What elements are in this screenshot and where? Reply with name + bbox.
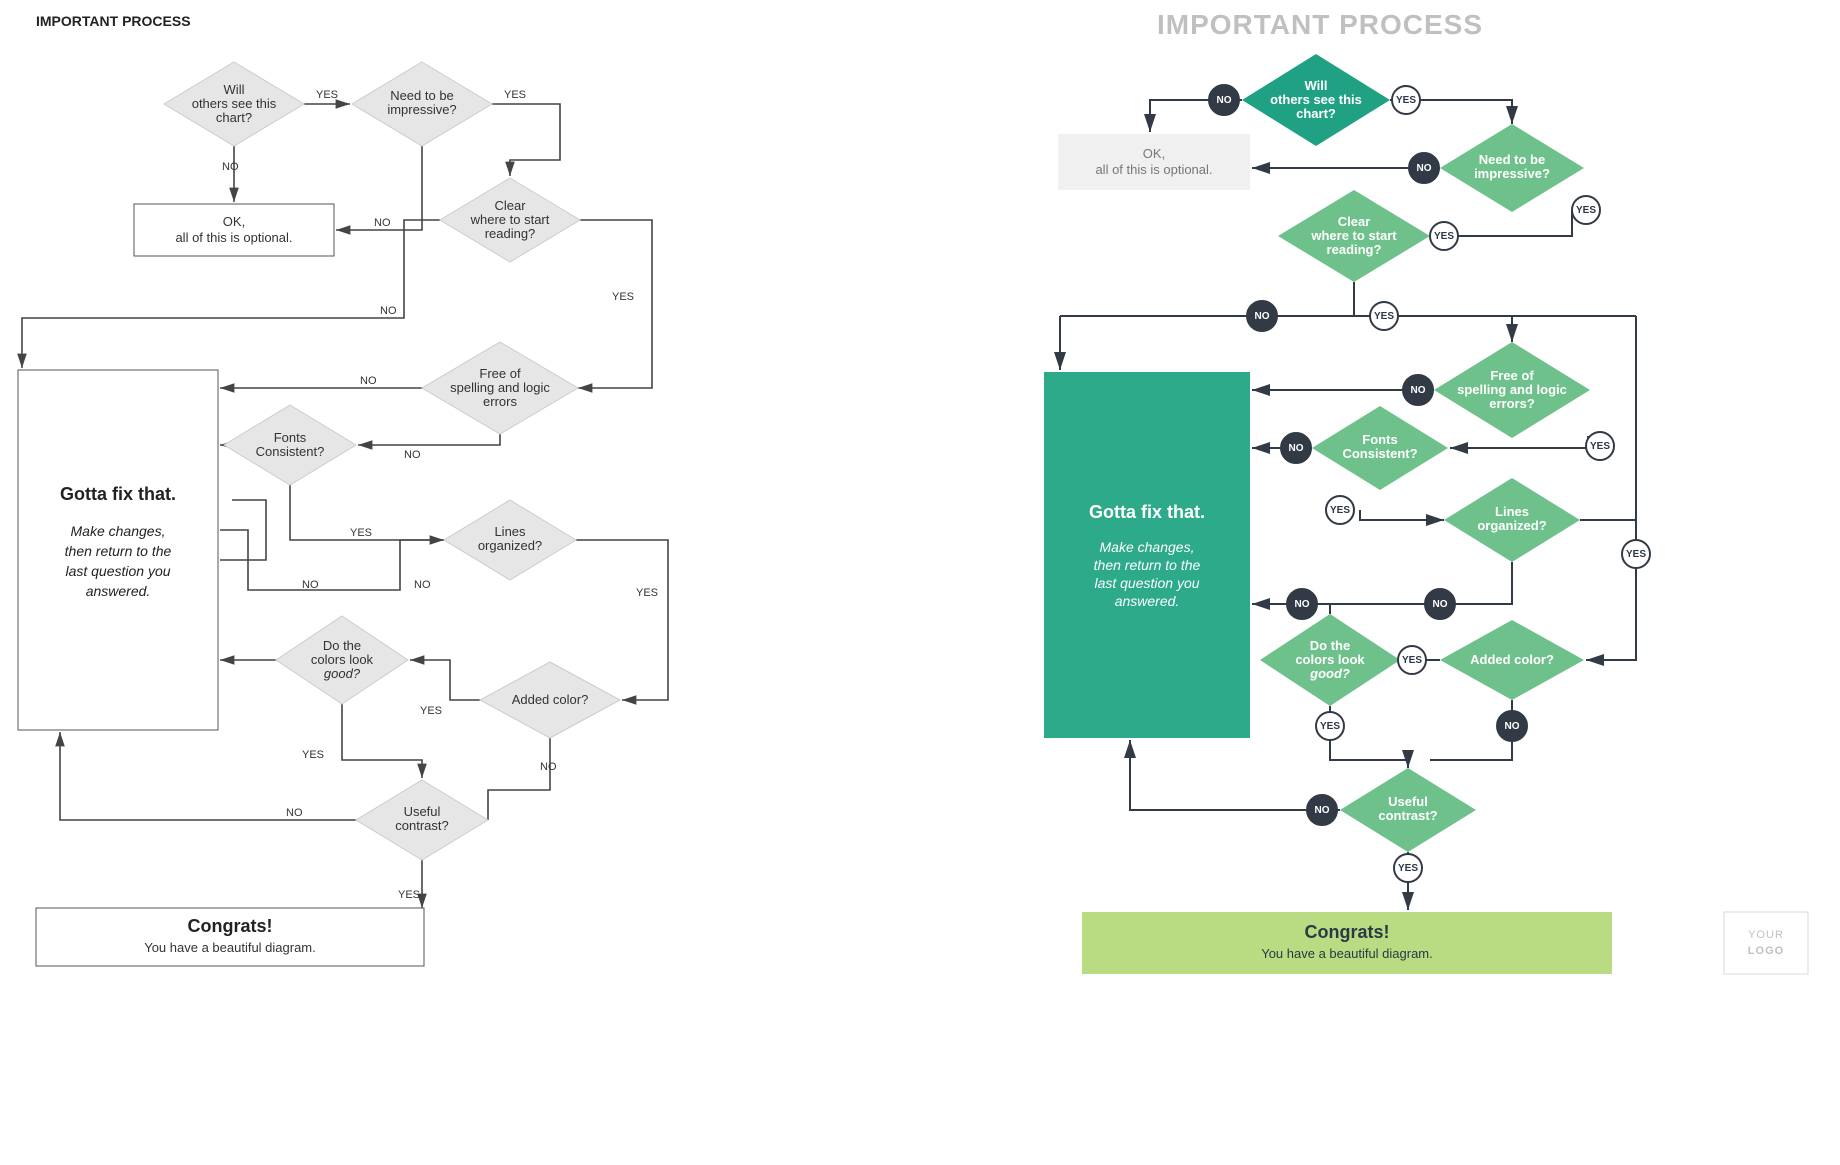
svg-text:YES: YES — [1626, 549, 1646, 560]
svg-text:YES: YES — [1576, 205, 1596, 216]
svg-text:Gotta fix that.: Gotta fix that. — [1089, 502, 1205, 522]
left-nodes: Willothers see thischart? Need to beimpr… — [18, 62, 620, 966]
left-flowchart: IMPORTANT PROCESS — [18, 13, 668, 966]
node-q6: Linesorganized? — [444, 500, 576, 580]
node-q7: Do thecolors lookgood? — [276, 616, 408, 704]
svg-text:Need to beimpressive?: Need to beimpressive? — [387, 88, 456, 117]
svg-text:YOUR: YOUR — [1748, 929, 1784, 941]
node-congrats: Congrats! You have a beautiful diagram. — [1082, 912, 1612, 974]
svg-text:NO: NO — [380, 305, 397, 317]
node-q3: Clearwhere to startreading? — [440, 178, 580, 262]
svg-text:YES: YES — [398, 889, 420, 901]
node-q9: Usefulcontrast? — [356, 780, 488, 860]
node-q4: Free ofspelling and logicerrors — [422, 342, 578, 434]
node-fix: Gotta fix that. Make changes,then return… — [18, 370, 218, 730]
logo-placeholder: YOUR LOGO — [1724, 912, 1808, 974]
node-q9: Usefulcontrast? — [1340, 768, 1476, 852]
svg-text:NO: NO — [540, 761, 557, 773]
svg-text:YES: YES — [1396, 95, 1416, 106]
node-q1: Willothers see thischart? — [164, 62, 304, 146]
node-q5: FontsConsistent? — [224, 405, 356, 485]
svg-text:NO: NO — [1417, 163, 1432, 174]
svg-text:YES: YES — [1590, 441, 1610, 452]
node-optional: OK,all of this is optional. — [1058, 134, 1250, 190]
svg-text:You have a beautiful diagram.: You have a beautiful diagram. — [1261, 946, 1433, 961]
svg-text:NO: NO — [1255, 311, 1270, 322]
svg-text:LOGO: LOGO — [1748, 945, 1784, 957]
node-q5: FontsConsistent? — [1312, 406, 1448, 490]
svg-text:NO: NO — [1289, 443, 1304, 454]
svg-text:You have a beautiful diagram.: You have a beautiful diagram. — [144, 940, 316, 955]
svg-text:YES: YES — [1320, 721, 1340, 732]
svg-text:NO: NO — [302, 579, 319, 591]
svg-text:NO: NO — [1315, 805, 1330, 816]
svg-text:Added color?: Added color? — [512, 692, 589, 707]
svg-text:NO: NO — [404, 449, 421, 461]
svg-text:NO: NO — [222, 161, 239, 173]
node-optional: OK,all of this is optional. — [134, 204, 334, 256]
right-flowchart: IMPORTANT PROCESS — [1044, 9, 1808, 974]
comparison-canvas: IMPORTANT PROCESS — [0, 0, 1840, 1165]
svg-text:Congrats!: Congrats! — [188, 916, 273, 936]
svg-text:Gotta fix that.: Gotta fix that. — [60, 484, 176, 504]
node-q8: Added color? — [1440, 620, 1584, 700]
node-q2: Need to beimpressive? — [352, 62, 492, 146]
svg-text:YES: YES — [1434, 231, 1454, 242]
node-q4: Free ofspelling and logicerrors? — [1434, 342, 1590, 438]
svg-text:YES: YES — [350, 527, 372, 539]
svg-text:Need to beimpressive?: Need to beimpressive? — [1474, 152, 1550, 181]
left-title: IMPORTANT PROCESS — [36, 13, 191, 29]
node-congrats: Congrats! You have a beautiful diagram. — [36, 908, 424, 966]
svg-text:YES: YES — [1402, 655, 1422, 666]
node-q7: Do thecolors lookgood? — [1260, 614, 1400, 706]
node-q6: Linesorganized? — [1444, 478, 1580, 562]
svg-text:YES: YES — [1398, 863, 1418, 874]
svg-text:NO: NO — [286, 807, 303, 819]
svg-text:NO: NO — [360, 375, 377, 387]
svg-text:NO: NO — [1217, 95, 1232, 106]
svg-text:YES: YES — [504, 89, 526, 101]
svg-text:YES: YES — [1374, 311, 1394, 322]
svg-text:YES: YES — [420, 705, 442, 717]
svg-text:Congrats!: Congrats! — [1305, 922, 1390, 942]
node-q2: Need to beimpressive? — [1440, 124, 1584, 212]
svg-text:NO: NO — [1433, 599, 1448, 610]
svg-text:YES: YES — [612, 291, 634, 303]
node-fix: Gotta fix that. Make changes,then return… — [1044, 372, 1250, 738]
svg-text:NO: NO — [414, 579, 431, 591]
svg-text:Added color?: Added color? — [1470, 652, 1554, 667]
node-q8: Added color? — [480, 662, 620, 738]
svg-text:NO: NO — [1295, 599, 1310, 610]
node-q3: Clearwhere to startreading? — [1278, 190, 1430, 282]
svg-text:YES: YES — [316, 89, 338, 101]
svg-text:YES: YES — [302, 749, 324, 761]
svg-text:NO: NO — [374, 217, 391, 229]
svg-text:NO: NO — [1411, 385, 1426, 396]
svg-text:YES: YES — [636, 587, 658, 599]
right-badges: NO YES NO YES YES NO YES NO YES NO YES NO YES NO YES YE… — [1209, 85, 1650, 882]
svg-text:NO: NO — [1505, 721, 1520, 732]
node-q1: Willothers see thischart? — [1242, 54, 1390, 146]
right-title: IMPORTANT PROCESS — [1157, 9, 1483, 40]
svg-text:YES: YES — [1330, 505, 1350, 516]
